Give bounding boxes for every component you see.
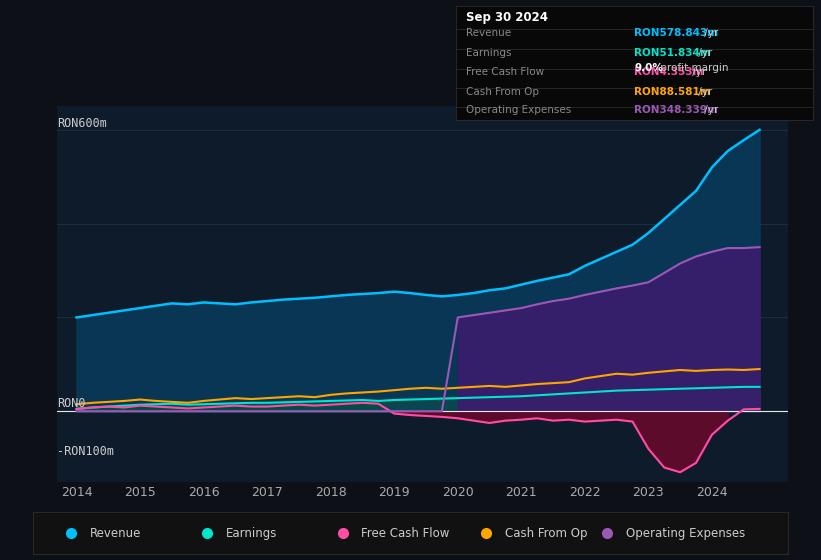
Text: Cash From Op: Cash From Op <box>505 527 587 540</box>
Text: /yr: /yr <box>701 28 718 38</box>
Text: Earnings: Earnings <box>466 48 511 58</box>
Text: Revenue: Revenue <box>466 28 511 38</box>
Text: Revenue: Revenue <box>89 527 141 540</box>
Text: RON0: RON0 <box>57 397 86 410</box>
Text: 9.0%: 9.0% <box>635 63 663 73</box>
Text: RON348.339m: RON348.339m <box>635 105 718 115</box>
Text: Free Cash Flow: Free Cash Flow <box>361 527 450 540</box>
Text: Operating Expenses: Operating Expenses <box>626 527 745 540</box>
Text: Operating Expenses: Operating Expenses <box>466 105 571 115</box>
Text: RON51.834m: RON51.834m <box>635 48 711 58</box>
Text: Earnings: Earnings <box>226 527 277 540</box>
Text: profit margin: profit margin <box>658 63 729 73</box>
Text: /yr: /yr <box>695 87 712 97</box>
Text: /yr: /yr <box>695 48 712 58</box>
Text: RON88.581m: RON88.581m <box>635 87 711 97</box>
Text: /yr: /yr <box>689 67 706 77</box>
Text: -RON100m: -RON100m <box>57 445 114 458</box>
Text: RON600m: RON600m <box>57 117 108 130</box>
Text: RON4.353m: RON4.353m <box>635 67 704 77</box>
Text: RON578.843m: RON578.843m <box>635 28 718 38</box>
Text: Free Cash Flow: Free Cash Flow <box>466 67 544 77</box>
Text: Cash From Op: Cash From Op <box>466 87 539 97</box>
Text: Sep 30 2024: Sep 30 2024 <box>466 11 548 24</box>
Text: /yr: /yr <box>701 105 718 115</box>
